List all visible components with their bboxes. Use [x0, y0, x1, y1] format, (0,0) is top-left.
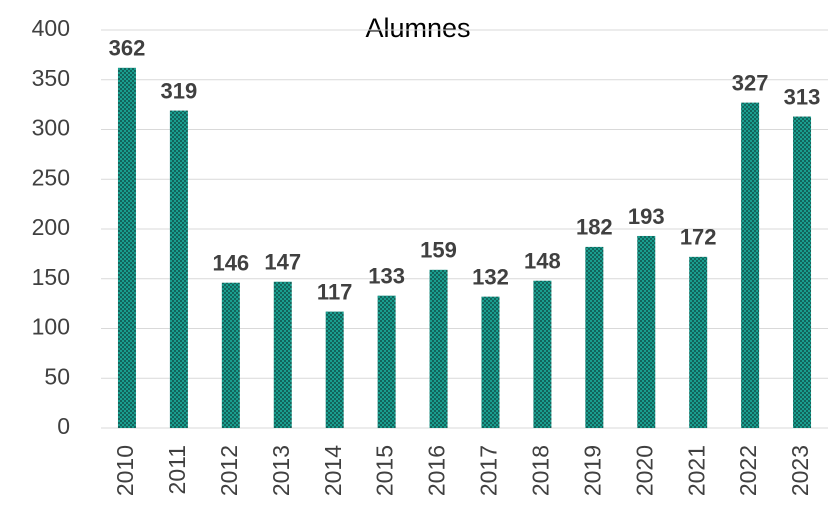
value-label: 313: [784, 84, 821, 109]
x-tick-label: 2018: [527, 445, 553, 496]
value-label: 132: [472, 264, 509, 289]
bar: [169, 110, 188, 428]
value-label: 148: [524, 249, 561, 274]
bar: [117, 67, 136, 428]
value-label: 159: [420, 238, 457, 263]
bar: [585, 246, 604, 428]
value-label: 147: [264, 250, 301, 275]
value-label: 133: [368, 263, 405, 288]
bar: [273, 281, 292, 428]
value-label: 146: [212, 251, 249, 276]
y-tick-label: 50: [44, 363, 70, 389]
x-tick-label: 2020: [631, 445, 657, 496]
bar: [741, 102, 760, 428]
x-tick-label: 2012: [216, 445, 242, 496]
y-tick-label: 100: [32, 314, 70, 340]
y-tick-label: 250: [32, 164, 70, 190]
bar: [429, 269, 448, 428]
value-label: 182: [576, 215, 613, 240]
bar: [481, 296, 500, 428]
x-tick-label: 2013: [268, 445, 294, 496]
x-tick-label: 2016: [424, 445, 450, 496]
bar: [325, 311, 344, 428]
x-tick-label: 2011: [164, 445, 190, 494]
value-label: 193: [628, 204, 665, 229]
value-label: 117: [317, 279, 353, 304]
x-tick-label: 2019: [579, 445, 605, 496]
x-tick-label: 2017: [476, 445, 502, 496]
bar: [377, 295, 396, 428]
bar: [637, 235, 656, 428]
value-label: 362: [109, 36, 146, 61]
y-tick-label: 300: [32, 115, 70, 141]
x-tick-label: 2023: [787, 445, 813, 496]
bar: [533, 280, 552, 428]
value-label: 319: [161, 78, 198, 103]
y-tick-label: 150: [32, 264, 70, 290]
y-tick-label: 200: [32, 214, 70, 240]
bar: [221, 282, 240, 428]
value-label: 172: [680, 225, 717, 250]
x-tick-label: 2015: [372, 445, 398, 496]
value-label: 327: [732, 70, 769, 95]
y-tick-label: 400: [32, 15, 70, 41]
bar: [793, 116, 812, 428]
x-tick-label: 2014: [320, 445, 346, 496]
bar: [689, 256, 708, 428]
x-tick-label: 2021: [683, 445, 709, 496]
x-tick-label: 2010: [112, 445, 138, 496]
x-tick-label: 2022: [735, 445, 761, 496]
y-tick-label: 350: [32, 65, 70, 91]
y-tick-label: 0: [57, 413, 70, 439]
chart-title: Alumnes: [365, 13, 470, 43]
